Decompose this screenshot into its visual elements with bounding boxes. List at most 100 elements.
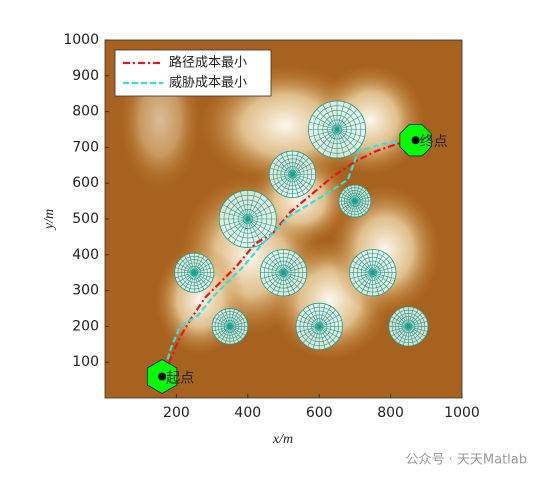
threat-center (245, 217, 250, 221)
threat-spoke (292, 173, 313, 187)
legend-label: 威胁成本最小 (169, 76, 247, 91)
threat-center (317, 324, 322, 329)
threat-spoke (286, 151, 293, 175)
threat-spoke (322, 129, 338, 155)
threat-spoke (292, 162, 313, 175)
threat-spoke (408, 326, 419, 344)
threat-spoke (184, 272, 195, 290)
threat-spoke (403, 307, 409, 327)
threat-spoke (352, 272, 373, 285)
threat-center (227, 324, 232, 329)
x-axis-label: x/m (272, 432, 293, 447)
threat-spoke (275, 174, 293, 191)
threat-spoke (372, 272, 396, 279)
legend-box (114, 49, 272, 97)
threat-spoke (229, 310, 240, 327)
threat-spoke (280, 154, 293, 175)
threat-spoke (319, 326, 342, 333)
threat-center (335, 127, 340, 132)
threat-spoke (222, 204, 248, 220)
threat-spoke (229, 313, 243, 327)
y-tick-label: 600 (72, 175, 99, 191)
threat-spoke (233, 218, 249, 244)
threat-spoke (408, 321, 428, 327)
threat-spoke (175, 272, 195, 279)
threat-spoke (292, 157, 310, 175)
endpoint-label: 终点 (420, 134, 448, 150)
threat-spoke (408, 326, 414, 346)
threat-spoke (350, 201, 356, 217)
route-line (161, 139, 416, 378)
threat-spoke (283, 250, 290, 273)
threat-spoke (398, 309, 409, 327)
threat-spoke (193, 272, 200, 292)
threat-spoke (266, 272, 284, 290)
threat-spoke (283, 272, 304, 285)
threat-spoke (354, 196, 371, 202)
threat-spoke (229, 326, 246, 336)
threat-spoke (194, 272, 214, 279)
threat-spoke (194, 262, 212, 273)
threat-spoke (220, 211, 248, 220)
threat-spoke (180, 272, 195, 287)
threat-spoke (194, 258, 209, 273)
threat-spoke (312, 326, 320, 349)
endpoint-dot (158, 372, 167, 381)
threat-spoke (372, 250, 380, 273)
threat-spoke (292, 154, 305, 175)
threat-spoke (193, 272, 205, 290)
endpoint-label: 起点 (166, 371, 194, 387)
threat-spoke (247, 218, 269, 240)
threat-spoke (398, 326, 409, 344)
threat-spoke (220, 218, 248, 227)
threat-spoke (292, 173, 315, 181)
threat-spoke (346, 187, 356, 202)
threat-spoke (227, 198, 249, 220)
threat-spoke (391, 326, 409, 337)
threat-spoke (280, 174, 293, 195)
threat-spoke (212, 321, 231, 327)
route-line (161, 139, 416, 377)
threat-spoke (408, 326, 428, 332)
threat-spoke (366, 272, 374, 296)
threat-spoke (372, 252, 385, 273)
threat-spoke (184, 255, 195, 273)
threat-spoke (340, 192, 356, 202)
threat-spoke (408, 309, 419, 327)
threat-spoke (220, 326, 231, 343)
legend-label: 路径成本最小 (169, 55, 247, 71)
threat-spoke (247, 191, 256, 220)
threat-spoke (283, 252, 296, 273)
threat-spoke (316, 109, 338, 130)
threat-zone (259, 249, 308, 297)
threat-spoke (298, 314, 320, 327)
threat-spoke (283, 256, 301, 273)
threat-zone (308, 100, 367, 159)
threat-spoke (240, 191, 249, 220)
threat-spoke (318, 326, 336, 344)
threat-zone (388, 306, 429, 347)
threat-center (290, 172, 295, 177)
threat-spoke (307, 326, 320, 347)
threat-spoke (302, 309, 320, 327)
threat-spoke (240, 218, 249, 247)
threat-spoke (329, 101, 338, 130)
threat-spoke (319, 320, 342, 327)
threat-spoke (292, 174, 305, 195)
threat-spoke (266, 256, 284, 273)
threat-spoke (372, 272, 393, 285)
threat-spoke (339, 196, 355, 202)
y-tick-label: 700 (72, 139, 99, 155)
threat-spoke (354, 200, 369, 210)
y-tick-label: 500 (72, 211, 99, 227)
threat-spoke (389, 326, 409, 332)
threat-spoke (343, 200, 356, 213)
threat-spoke (212, 326, 231, 332)
threat-spoke (292, 174, 299, 197)
threat-spoke (340, 200, 356, 210)
threat-spoke (350, 185, 356, 202)
threat-spoke (408, 307, 414, 327)
threat-spoke (319, 314, 340, 327)
threat-center (370, 270, 375, 275)
